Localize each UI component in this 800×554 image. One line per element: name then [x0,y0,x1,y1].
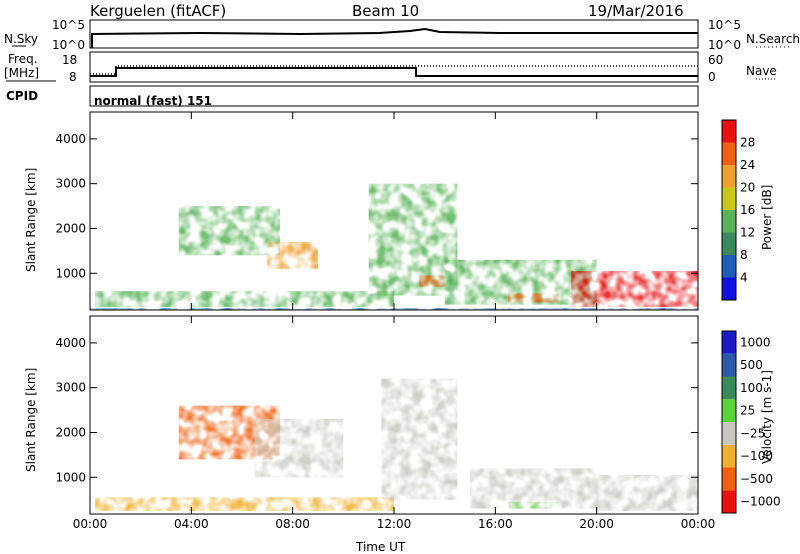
colorbar-tick-label: −100 [740,449,773,463]
nsearch-tick-bottom: 10^0 [708,38,741,52]
colorbar-tick-label: 8 [740,248,748,262]
freq-panel-frame [89,51,699,83]
date-title: 19/Mar/2016 [588,2,684,20]
freq-label: Freq. [8,52,38,66]
colorbar-segment [722,255,736,278]
colorbar-segment [722,353,736,377]
cpid-text: normal (fast) 151 [94,94,212,108]
colorbar-frame [721,119,737,301]
freq-tick-top: 18 [62,53,78,67]
x-tick-label: 08:00 [275,517,310,531]
freq-unit-label: [MHz] [4,66,40,80]
colorbar-segment [722,467,736,491]
colorbar-segment [722,165,736,188]
nsearch-label: N.Search [746,32,800,46]
x-tick-label: 20:00 [579,517,614,531]
colorbar-tick-label: 1000 [740,335,771,349]
colorbar-tick-label: 24 [740,158,755,172]
nave-tick-top: 60 [708,53,724,67]
nave-series [90,65,698,75]
colorbar-tick-label: 100 [740,381,763,395]
cpid-panel-frame [89,85,699,107]
echo-region [267,241,318,269]
colorbar-segment [722,331,736,354]
nave-label: Nave [746,64,777,78]
echo-region [508,501,559,509]
x-tick-label: 04:00 [174,517,209,531]
colorbar-tick-label: 28 [740,136,755,150]
colorbar-segment [722,376,736,400]
echo-region [571,271,698,307]
freq-series [90,67,698,77]
y-tick-label: 3000 [55,381,86,395]
echo-region [254,419,344,478]
colorbar-segment [722,210,736,233]
echo-region [95,497,395,511]
y-tick-label: 4000 [55,132,86,146]
y-tick-label: 1000 [55,470,86,484]
colorbar-segment [722,232,736,255]
freq-tick-bottom: 8 [69,70,77,84]
colorbar-tick-label: 25 [740,404,755,418]
power-panel: 1000 2000 3000 4000 4 8 12 16 20 24 28 [55,111,755,311]
cpid-label: CPID [6,89,39,103]
colorbar-frame [721,330,737,514]
beam-title: Beam 10 [352,2,420,20]
colorbar-segment [722,490,736,513]
nsky-tick-top: 10^5 [52,18,85,32]
colorbar-segment [722,277,736,300]
nsky-tick-bottom: 10^0 [52,38,85,52]
colorbar-segment [722,422,736,445]
y-tick-label: 2000 [55,425,86,439]
nsearch-tick-top: 10^5 [708,18,741,32]
colorbar-tick-label: 500 [740,358,763,372]
y-tick-label: 3000 [55,177,86,191]
colorbar-segment [722,120,736,143]
station-title: Kerguelen (fitACF) [90,2,227,20]
nave-tick-bottom: 0 [708,70,716,84]
nsky-label: N.Sky [4,32,39,46]
y-tick-label: 4000 [55,336,86,350]
colorbar-tick-label: 4 [740,271,748,285]
echo-region [381,378,458,500]
colorbar-tick-label: −500 [740,472,773,486]
nsky-series [91,27,698,48]
colorbar-tick-label: −25 [740,426,765,440]
colorbar-segment [722,444,736,468]
x-tick-label: 00:00 [73,517,108,531]
x-tick-label: 12:00 [377,517,412,531]
x-tick-label: 00:00 [681,517,716,531]
echo-region [596,475,698,511]
colorbar-tick-label: 20 [740,181,755,195]
colorbar-tick-label: 16 [740,203,755,217]
colorbar-segment [722,187,736,210]
colorbar-tick-label: 12 [740,226,755,240]
velocity-panel: 1000 2000 3000 4000 00:00 04:00 08:00 12:00 16:0… [55,315,781,531]
time-xlabel: Time UT [356,540,406,554]
echo-region [178,206,280,256]
colorbar-segment [722,142,736,165]
y-tick-label: 1000 [55,266,86,280]
x-tick-label: 16:00 [478,517,513,531]
y-tick-label: 2000 [55,221,86,235]
echo-region [419,275,445,287]
echo-region [95,291,395,307]
colorbar-segment [722,399,736,422]
echo-region [508,293,559,303]
colorbar-tick-label: −1000 [740,495,781,509]
